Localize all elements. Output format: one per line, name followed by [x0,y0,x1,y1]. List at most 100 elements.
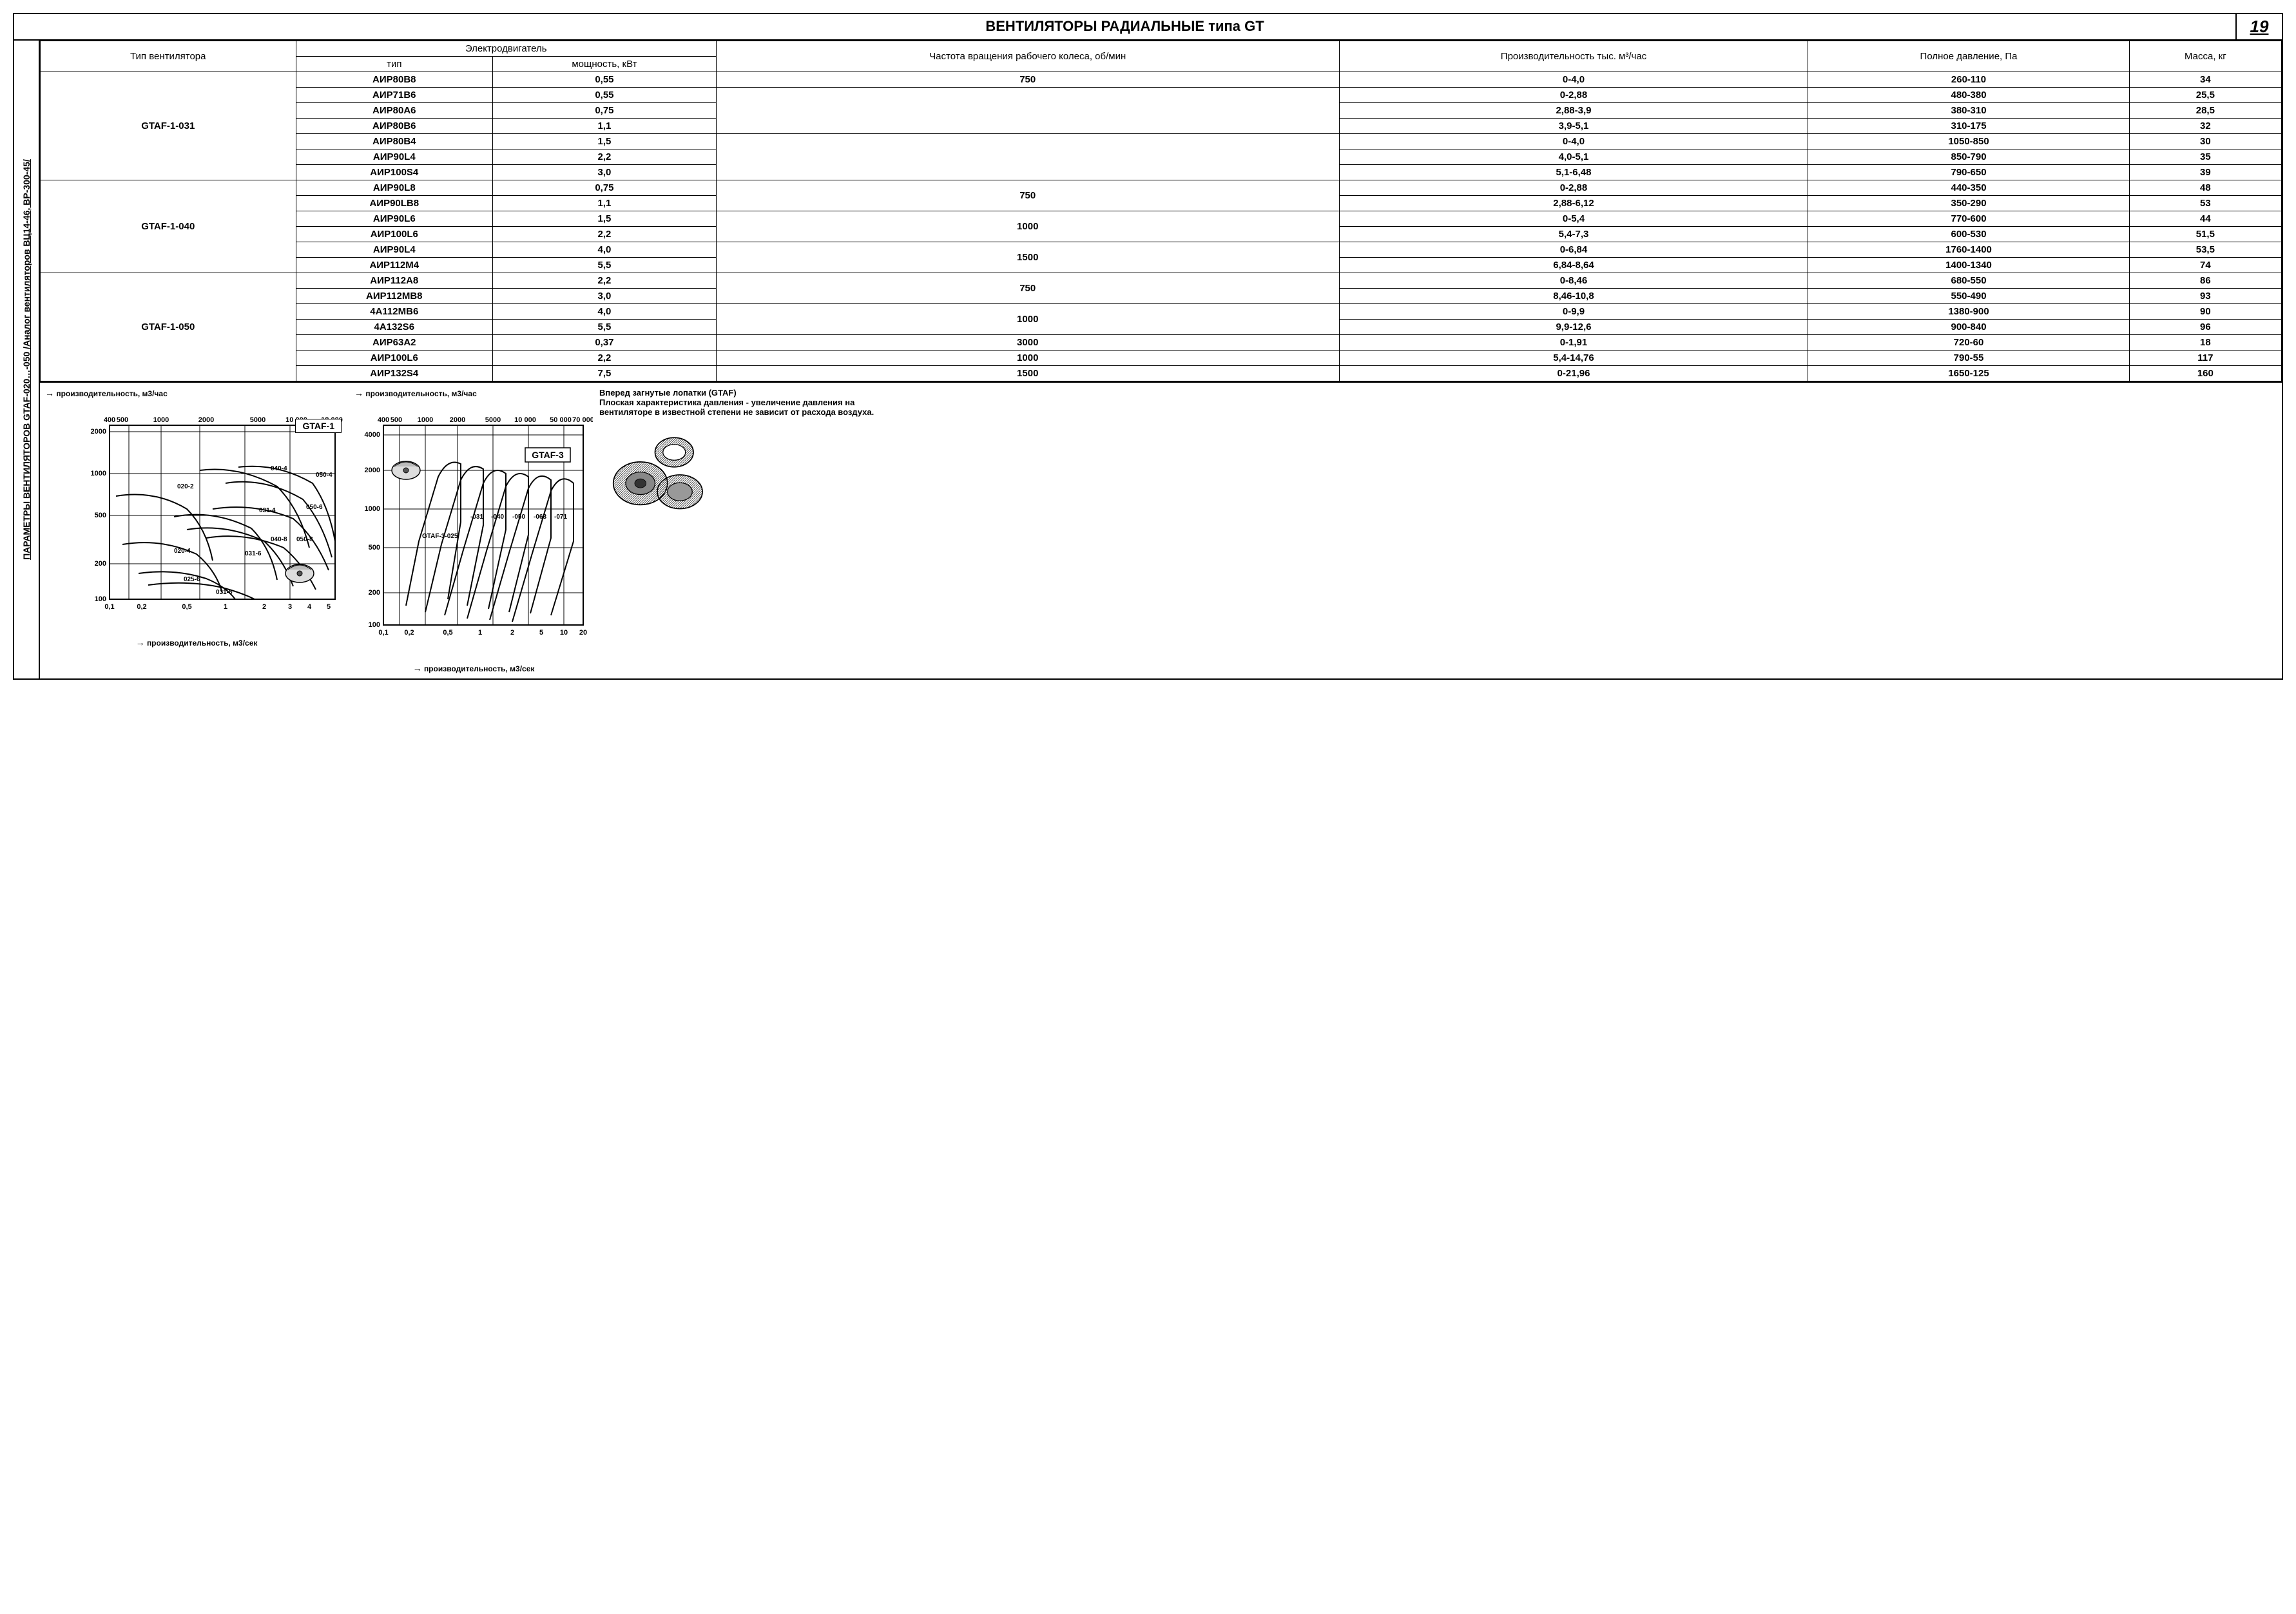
svg-text:031-6: 031-6 [245,550,262,557]
chart1-top-label: → производительность, м3/час [45,388,348,398]
fan-blade-icon [392,461,420,479]
cell-rpm: 1500 [716,242,1339,273]
table-row: АИР90L61,510000-5,4770-60044 [41,211,2282,227]
cell-mass: 96 [2129,320,2281,335]
cell-power: 0,37 [493,335,717,351]
cell-mass: 53 [2129,196,2281,211]
svg-text:400: 400 [104,416,115,424]
svg-text:GTAF-3-025: GTAF-3-025 [422,533,458,540]
svg-text:0,1: 0,1 [378,629,388,637]
cell-rpm: 1500 [716,366,1339,381]
cell-power: 5,5 [493,258,717,273]
cell-mass: 28,5 [2129,103,2281,119]
cell-cap: 8,46-10,8 [1339,289,1808,304]
cell-press: 900-840 [1808,320,2129,335]
content: ПАРАМЕТРЫ ВЕНТИЛЯТОРОВ GTAF-020…-050 /Ан… [14,41,2282,678]
cell-press: 350-290 [1808,196,2129,211]
cell-mass: 35 [2129,149,2281,165]
cell-motor: АИР80А6 [296,103,492,119]
cell-power: 1,5 [493,211,717,227]
cell-motor: АИР100L6 [296,351,492,366]
side-label: ПАРАМЕТРЫ ВЕНТИЛЯТОРОВ GTAF-020…-050 /Ан… [14,41,40,678]
cell-power: 0,75 [493,180,717,196]
cell-cap: 0-1,91 [1339,335,1808,351]
chart-2-wrapper: → производительность, м3/час [354,388,593,673]
chart1-title: GTAF-1 [295,419,342,433]
cell-cap: 2,88-6,12 [1339,196,1808,211]
cell-power: 2,2 [493,149,717,165]
cell-motor: АИР90LB8 [296,196,492,211]
svg-text:2000: 2000 [450,416,465,424]
cell-power: 2,2 [493,227,717,242]
charts-area: → производительность, м3/час → полное да… [40,381,2282,678]
cell-rpm: 1000 [716,351,1339,366]
main-area: Тип вентилятора Электродвигатель Частота… [40,41,2282,678]
svg-text:031-8: 031-8 [216,589,233,596]
cell-motor: АИР63А2 [296,335,492,351]
table-head: Тип вентилятора Электродвигатель Частота… [41,41,2282,72]
svg-text:10 000: 10 000 [514,416,536,424]
svg-text:-063: -063 [534,514,546,521]
table-row: GTAF-1-031АИР80В80,557500-4,0260-11034 [41,72,2282,88]
svg-text:100: 100 [95,595,106,603]
svg-text:1000: 1000 [153,416,169,424]
fan-illustration [599,430,715,520]
cell-press: 1760-1400 [1808,242,2129,258]
table-row: АИР80В41,50-4,01050-85030 [41,134,2282,149]
cell-power: 0,55 [493,88,717,103]
cell-press: 1380-900 [1808,304,2129,320]
cell-power: 3,0 [493,165,717,180]
cell-press: 790-650 [1808,165,2129,180]
cell-rpm: 750 [716,72,1339,88]
cell-power: 0,75 [493,103,717,119]
svg-text:20: 20 [579,629,587,637]
cell-mass: 51,5 [2129,227,2281,242]
cell-cap: 0-4,0 [1339,134,1808,149]
cell-rpm: 750 [716,180,1339,211]
cell-cap: 0-4,0 [1339,72,1808,88]
cell-cap: 0-2,88 [1339,180,1808,196]
svg-text:70 000: 70 000 [572,416,593,424]
svg-text:020-4: 020-4 [174,548,191,555]
arrow-icon: → [45,388,54,398]
cell-motor: 4А132S6 [296,320,492,335]
cell-power: 1,1 [493,196,717,211]
fan-blade-icon [285,564,314,582]
table-row: АИР100L62,210005,4-14,76790-55117 [41,351,2282,366]
cell-power: 2,2 [493,351,717,366]
cell-mass: 30 [2129,134,2281,149]
cell-power: 3,0 [493,289,717,304]
cell-power: 1,1 [493,119,717,134]
cell-motor: АИР100L6 [296,227,492,242]
th-mass: Масса, кг [2129,41,2281,72]
table-row: АИР90L44,015000-6,841760-140053,5 [41,242,2282,258]
cell-fan-type: GTAF-1-031 [41,72,296,180]
note-line-1: Вперед загнутые лопатки (GTAF) [599,388,2277,398]
cell-cap: 0-9,9 [1339,304,1808,320]
chart2-top-label: → производительность, м3/час [354,388,593,398]
cell-press: 480-380 [1808,88,2129,103]
table-row: АИР132S47,515000-21,961650-125160 [41,366,2282,381]
cell-cap: 0-2,88 [1339,88,1808,103]
arrow-icon: → [136,637,145,648]
svg-text:5: 5 [327,603,331,611]
cell-press: 1650-125 [1808,366,2129,381]
cell-motor: АИР71В6 [296,88,492,103]
notes-block: Вперед загнутые лопатки (GTAF) Плоская х… [599,388,2277,673]
cell-cap: 5,4-14,76 [1339,351,1808,366]
svg-text:3: 3 [288,603,292,611]
svg-text:2: 2 [262,603,266,611]
table-body: GTAF-1-031АИР80В80,557500-4,0260-11034АИ… [41,72,2282,381]
cell-press: 770-600 [1808,211,2129,227]
svg-text:5000: 5000 [485,416,501,424]
cell-rpm [716,134,1339,180]
cell-mass: 117 [2129,351,2281,366]
chart-1: 400500 10002000 500010 000 18 000 100200… [77,399,348,631]
arrow-icon: → [354,388,363,398]
cell-power: 4,0 [493,304,717,320]
cell-mass: 48 [2129,180,2281,196]
cell-mass: 93 [2129,289,2281,304]
cell-press: 1050-850 [1808,134,2129,149]
cell-motor: АИР100S4 [296,165,492,180]
cell-power: 5,5 [493,320,717,335]
